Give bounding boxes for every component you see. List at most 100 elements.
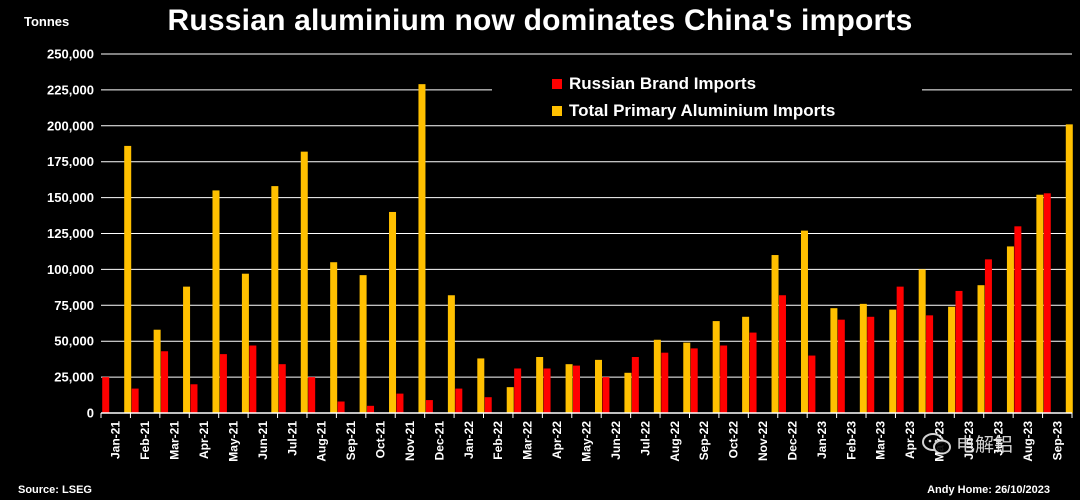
bar-russian <box>514 368 522 413</box>
bar-russian <box>161 351 169 413</box>
x-tick-label: Jan-21 <box>109 421 123 459</box>
bar-total <box>800 230 808 413</box>
y-tick-label: 0 <box>87 406 94 421</box>
bar-total <box>124 145 132 414</box>
bar-total <box>683 342 691 413</box>
bar-russian <box>278 364 286 413</box>
x-tick-label: Oct-21 <box>374 421 388 459</box>
bar-russian <box>690 348 698 413</box>
bar-total <box>1065 124 1073 413</box>
bar-russian <box>778 295 786 413</box>
bar-russian <box>573 365 580 413</box>
bar-total <box>359 275 367 413</box>
chart-title: Russian aluminium now dominates China's … <box>167 4 913 37</box>
bar-russian <box>367 405 375 413</box>
x-tick-label: Sep-23 <box>1050 421 1064 461</box>
y-tick-label: 250,000 <box>47 47 94 62</box>
bar-total <box>477 358 485 413</box>
bar-russian <box>984 259 992 413</box>
credit-note: Andy Home: 26/10/2023 <box>927 484 1050 496</box>
y-tick-label: 225,000 <box>47 82 94 97</box>
bar-russian <box>308 377 316 413</box>
bar-russian <box>249 345 257 413</box>
legend-swatch-russian <box>552 78 562 89</box>
bar-total <box>183 286 191 413</box>
y-tick-label: 175,000 <box>47 154 94 169</box>
bar-total <box>153 329 161 413</box>
bar-russian <box>926 315 934 413</box>
bar-russian <box>425 400 433 413</box>
x-tick-label: Jun-23 <box>962 421 976 460</box>
x-tick-label: Jun-22 <box>609 421 623 460</box>
bar-russian <box>102 377 110 413</box>
bar-russian <box>219 354 227 413</box>
y-tick-label: 50,000 <box>54 334 94 349</box>
bar-russian <box>602 377 610 413</box>
x-tick-label: Dec-22 <box>785 421 799 461</box>
bar-russian <box>896 286 904 413</box>
x-tick-label: Dec-21 <box>432 421 446 461</box>
legend-item-total: Total Primary Aluminium Imports <box>552 97 835 124</box>
y-tick-label: 200,000 <box>47 118 94 133</box>
bar-total <box>889 309 897 413</box>
x-tick-label: Jan-22 <box>462 421 476 459</box>
bar-russian <box>631 356 639 413</box>
watermark: 电解铝 <box>922 430 1013 457</box>
bar-russian <box>543 368 551 413</box>
x-tick-label: May-21 <box>226 421 240 462</box>
bar-russian <box>749 332 757 413</box>
bar-total <box>653 339 661 413</box>
chat-bubble-icon <box>922 432 952 456</box>
bar-total <box>977 285 985 413</box>
x-tick-label: Mar-21 <box>168 421 182 460</box>
bar-russian <box>867 316 875 413</box>
bar-total <box>1036 194 1044 413</box>
legend-label-total: Total Primary Aluminium Imports <box>569 100 836 120</box>
y-tick-label: 75,000 <box>54 298 94 313</box>
bar-total <box>918 269 926 413</box>
bar-total <box>830 308 838 413</box>
bar-russian <box>1043 193 1051 413</box>
bar-russian <box>1014 226 1022 413</box>
bar-total <box>241 273 249 413</box>
legend-swatch-total <box>552 105 562 116</box>
y-axis-label: Tonnes <box>24 14 70 29</box>
bar-total <box>565 364 573 413</box>
x-tick-label: Apr-22 <box>550 421 564 459</box>
x-tick-label: Nov-22 <box>756 421 770 461</box>
x-tick-label: Sep-21 <box>344 421 358 461</box>
bar-russian <box>955 290 963 413</box>
x-tick-label: Jan-23 <box>815 421 829 459</box>
bar-russian <box>837 319 845 413</box>
legend-label-russian: Russian Brand Imports <box>569 73 757 93</box>
bar-russian <box>337 401 345 413</box>
bar-total <box>859 303 867 413</box>
watermark-text: 电解铝 <box>956 435 1014 456</box>
bar-russian <box>455 388 463 413</box>
bar-total <box>271 186 279 413</box>
x-tick-label: Mar-22 <box>521 421 535 460</box>
x-tick-label: Aug-22 <box>668 421 682 462</box>
bar-russian <box>720 345 728 413</box>
x-tick-label: Jun-21 <box>256 421 270 460</box>
x-tick-label: May-22 <box>580 421 594 462</box>
legend: Russian Brand Imports Total Primary Alum… <box>552 70 835 124</box>
bar-total <box>330 262 338 413</box>
bar-russian <box>190 384 198 413</box>
bar-total <box>418 84 426 413</box>
bar-russian <box>661 352 669 413</box>
bar-total <box>948 306 956 413</box>
x-tick-label: Feb-21 <box>138 421 152 460</box>
bar-total <box>212 190 220 413</box>
bar-total <box>595 359 602 413</box>
bar-russian <box>484 397 492 413</box>
legend-item-russian: Russian Brand Imports <box>552 70 835 97</box>
bar-total <box>624 372 632 413</box>
bar-total <box>742 316 750 413</box>
x-tick-label: Apr-21 <box>197 421 211 459</box>
x-tick-label: Jul-22 <box>638 421 652 456</box>
bar-russian <box>131 388 139 413</box>
x-tick-label: Aug-21 <box>315 421 329 462</box>
x-tick-label: Feb-22 <box>491 421 505 460</box>
